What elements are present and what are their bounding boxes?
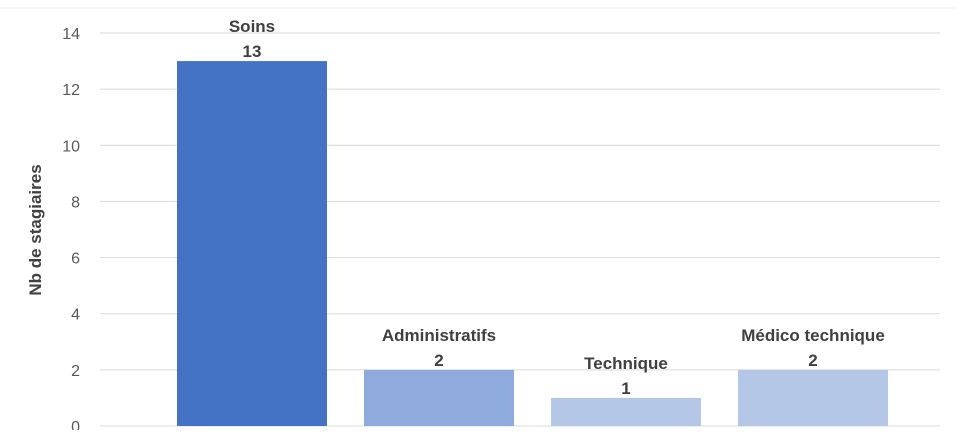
y-tick-label: 0 (71, 419, 80, 430)
data-label-category: Administratifs (382, 326, 496, 345)
bar-soins (177, 61, 327, 426)
y-axis-label: Nb de stagiaires (26, 164, 45, 295)
y-tick-label: 2 (71, 363, 80, 380)
data-labels: Soins 13 Administratifs 2 Technique 1 Médico t… (229, 17, 885, 398)
bar-technique (551, 397, 701, 426)
data-label-value: 2 (434, 351, 443, 370)
y-tick-label: 10 (62, 138, 80, 155)
y-tick-label: 12 (62, 82, 80, 99)
y-tick-label: 6 (71, 251, 80, 268)
y-axis-ticks: 0 2 4 6 8 10 12 14 (62, 26, 80, 435)
data-label-category: Médico technique (741, 326, 885, 345)
data-label-category: Soins (229, 17, 275, 36)
bar-administratifs (364, 369, 514, 426)
data-label-category: Technique (584, 354, 668, 373)
y-tick-label: 4 (71, 307, 80, 324)
data-label-value: 2 (808, 351, 817, 370)
y-tick-label: 8 (71, 194, 80, 211)
data-label-value: 13 (243, 42, 262, 61)
y-tick-label: 14 (62, 26, 80, 43)
bar-m-dico-technique (738, 369, 888, 426)
bars (177, 61, 888, 426)
data-label-value: 1 (621, 379, 630, 398)
